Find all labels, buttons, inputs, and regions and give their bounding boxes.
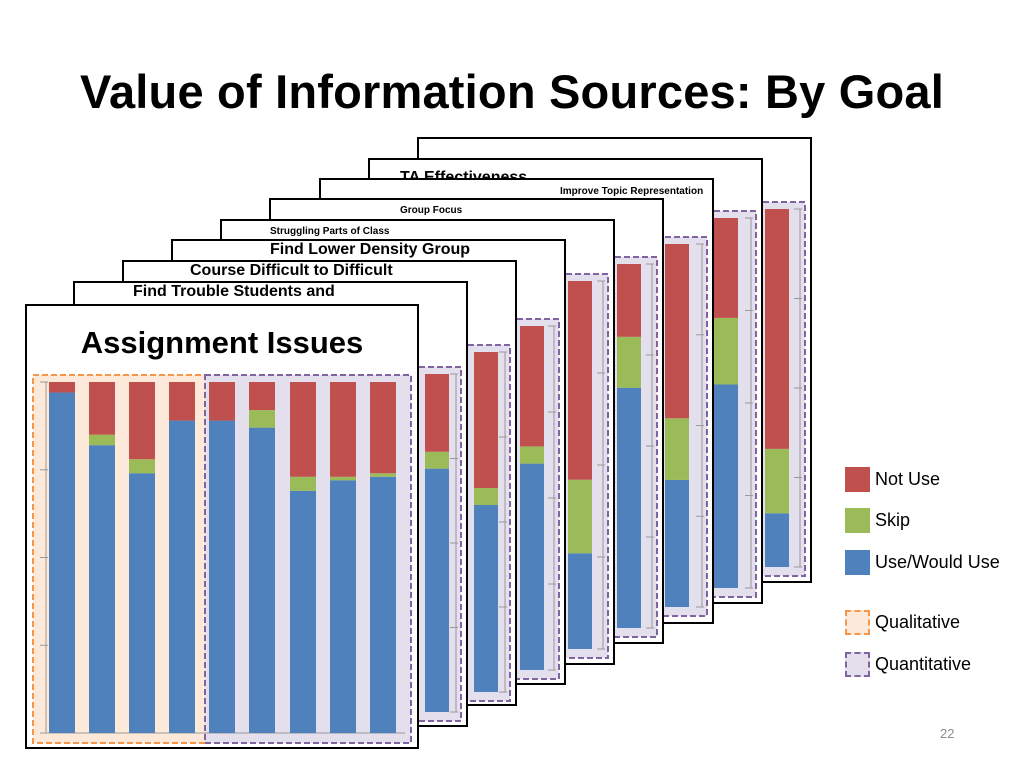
bar-use bbox=[370, 476, 396, 733]
bar-not-use bbox=[617, 264, 641, 337]
bar-skip bbox=[665, 418, 689, 480]
bar-use bbox=[169, 420, 195, 733]
chart-card-title: Find Lower Density Group bbox=[270, 241, 470, 258]
bar-skip bbox=[89, 434, 115, 446]
chart-card-title: Improve Topic Representation bbox=[560, 186, 703, 197]
bar-use bbox=[129, 473, 155, 733]
legend-item-qualitative: Qualitative bbox=[845, 609, 960, 635]
bar-not-use bbox=[370, 382, 396, 474]
bar-not-use bbox=[129, 382, 155, 460]
bar-not-use bbox=[520, 326, 544, 447]
bar-not-use bbox=[209, 382, 235, 421]
bar-use bbox=[765, 513, 789, 567]
page-number: 22 bbox=[940, 726, 955, 741]
chart-card-title: Group Focus bbox=[400, 205, 463, 216]
chart-card-assignment-issues: Assignment Issues bbox=[25, 304, 419, 749]
bar-use bbox=[425, 468, 449, 712]
bar-use bbox=[49, 392, 75, 733]
bar-use bbox=[89, 445, 115, 733]
bar-not-use bbox=[665, 244, 689, 419]
bar-not-use bbox=[765, 209, 789, 449]
bar-not-use bbox=[425, 374, 449, 452]
bar-skip bbox=[129, 459, 155, 474]
legend-swatch-qualitative bbox=[845, 609, 870, 635]
slide-title: Value of Information Sources: By Goal bbox=[79, 65, 944, 118]
bar-use bbox=[714, 384, 738, 588]
bar-not-use bbox=[290, 382, 316, 477]
chart-card-title: Struggling Parts of Class bbox=[270, 226, 390, 237]
bar-skip bbox=[474, 488, 498, 505]
bar-skip bbox=[568, 479, 592, 554]
chart-card-title: Find Trouble Students and bbox=[133, 283, 335, 300]
bar-use bbox=[617, 387, 641, 628]
legend-item-use: Use/Would Use bbox=[845, 549, 1000, 575]
legend-label-use: Use/Would Use bbox=[875, 551, 1000, 572]
bar-skip bbox=[714, 317, 738, 385]
legend-item-quantitative: Quantitative bbox=[845, 651, 971, 677]
bar-not-use bbox=[249, 382, 275, 411]
bar-not-use bbox=[49, 382, 75, 393]
legend-item-skip: Skip bbox=[845, 507, 910, 533]
legend-label-quantitative: Quantitative bbox=[875, 653, 972, 674]
bar-skip bbox=[330, 476, 356, 481]
legend-label-qualitative: Qualitative bbox=[875, 611, 961, 632]
bar-skip bbox=[617, 336, 641, 388]
bar-use bbox=[249, 427, 275, 733]
bar-skip bbox=[370, 473, 396, 477]
bar-skip bbox=[765, 448, 789, 514]
bar-not-use bbox=[568, 281, 592, 480]
bar-not-use bbox=[169, 382, 195, 421]
bar-skip bbox=[249, 410, 275, 428]
bar-not-use bbox=[714, 218, 738, 318]
bar-skip bbox=[520, 446, 544, 464]
legend-swatch-skip bbox=[845, 507, 870, 533]
bar-use bbox=[209, 420, 235, 733]
bar-not-use bbox=[89, 382, 115, 435]
bar-use bbox=[474, 505, 498, 692]
bar-use bbox=[568, 553, 592, 649]
bar-not-use bbox=[330, 382, 356, 477]
legend-swatch-use bbox=[845, 549, 870, 575]
chart-card-title: Course Difficult to Difficult bbox=[190, 262, 393, 279]
legend-label-not-use: Not Use bbox=[875, 468, 941, 489]
legend-swatch-not-use bbox=[845, 466, 870, 492]
bar-use bbox=[330, 480, 356, 733]
bar-skip bbox=[425, 451, 449, 469]
bar-skip bbox=[290, 476, 316, 491]
chart-title: Assignment Issues bbox=[81, 325, 364, 360]
legend-item-not-use: Not Use bbox=[845, 466, 940, 492]
bar-use bbox=[290, 490, 316, 733]
legend-label-skip: Skip bbox=[875, 509, 911, 530]
bar-use bbox=[665, 479, 689, 607]
bar-use bbox=[520, 463, 544, 670]
bar-not-use bbox=[474, 352, 498, 488]
legend-swatch-quantitative bbox=[845, 651, 870, 677]
